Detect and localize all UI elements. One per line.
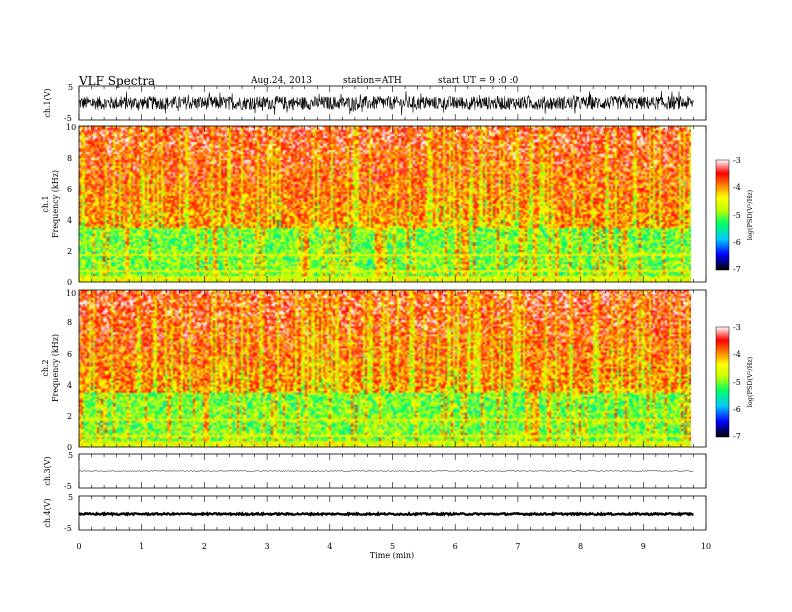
ch2-spectrogram-image (79, 290, 691, 447)
spec1-ytick-6: 6 (67, 185, 72, 194)
ch4-ytick-top: 5 (68, 493, 73, 502)
x-tick-label-9: 9 (641, 542, 646, 551)
cb1-tick-m4: -4 (733, 183, 741, 192)
spec2-ytick-0: 0 (67, 443, 72, 452)
spec1-channel-label: ch.1 (41, 195, 50, 212)
spec1-ytick-10: 10 (66, 123, 76, 132)
start-time-label: start UT = 9 :0 :0 (438, 76, 519, 86)
ch1-spectrogram-image (79, 126, 691, 282)
cb2-tick-m4: -4 (733, 350, 741, 359)
date-label: Aug.24, 2013 (251, 76, 312, 86)
x-tick-label-1: 1 (139, 542, 144, 551)
spec1-ytick-2: 2 (67, 247, 72, 256)
ch4-waveform-trace (78, 510, 694, 517)
spec2-ytick-4: 4 (67, 381, 72, 390)
ch3-waveform-ylabel: ch.3(V) (43, 456, 52, 485)
ch1-waveform-trace (78, 90, 694, 116)
x-tick-label-4: 4 (327, 542, 332, 551)
cb2-tick-m5: -5 (733, 378, 741, 387)
cb1-tick-m3: -3 (733, 156, 741, 165)
ch3-ytick-bottom: -5 (64, 482, 72, 491)
spec1-ytick-4: 4 (67, 216, 72, 225)
colorbar-ch1-label: log(PSD(V²/Hz) (746, 189, 754, 240)
ch1-waveform-ylabel: ch.1(V) (43, 88, 52, 117)
x-tick-label-2: 2 (202, 542, 207, 551)
x-tick-label-0: 0 (76, 542, 81, 551)
station-label: station=ATH (343, 76, 402, 86)
ch1-ytick-bottom: -5 (64, 114, 72, 123)
ch3-ytick-top: 5 (68, 451, 73, 460)
x-tick-label-8: 8 (578, 542, 583, 551)
x-tick-label-10: 10 (701, 542, 711, 551)
figure-title: VLF Spectra (79, 74, 156, 88)
x-axis-label: Time (min) (370, 551, 414, 560)
spec2-ytick-2: 2 (67, 412, 72, 421)
x-tick-label-7: 7 (515, 542, 520, 551)
cb1-tick-m6: -6 (733, 238, 741, 247)
ch4-waveform-ylabel: ch.4(V) (43, 498, 52, 527)
spec2-ylabel: Frequency (kHz) (51, 334, 60, 402)
cb1-tick-m5: -5 (733, 211, 741, 220)
cb2-tick-m7: -7 (733, 432, 741, 441)
spec1-ytick-8: 8 (67, 154, 72, 163)
cb2-tick-m3: -3 (733, 323, 741, 332)
cb1-tick-m7: -7 (733, 265, 741, 274)
colorbar-ch1 (715, 159, 730, 271)
spec1-ylabel: Frequency (kHz) (51, 170, 60, 238)
x-tick-label-3: 3 (265, 542, 270, 551)
colorbar-ch2-label: log(PSD(V²/Hz) (746, 356, 754, 407)
colorbar-ch2 (715, 326, 730, 438)
x-tick-label-6: 6 (453, 542, 458, 551)
x-tick-label-5: 5 (390, 542, 395, 551)
ch4-ytick-bottom: -5 (64, 524, 72, 533)
spec2-channel-label: ch.2 (41, 359, 50, 376)
cb2-tick-m6: -6 (733, 405, 741, 414)
spec2-ytick-10: 10 (66, 289, 76, 298)
ch1-ytick-top: 5 (68, 83, 73, 92)
ch3-waveform-trace (78, 470, 694, 472)
spec2-ytick-8: 8 (67, 318, 72, 327)
spec2-ytick-6: 6 (67, 350, 72, 359)
spec1-ytick-0: 0 (67, 278, 72, 287)
